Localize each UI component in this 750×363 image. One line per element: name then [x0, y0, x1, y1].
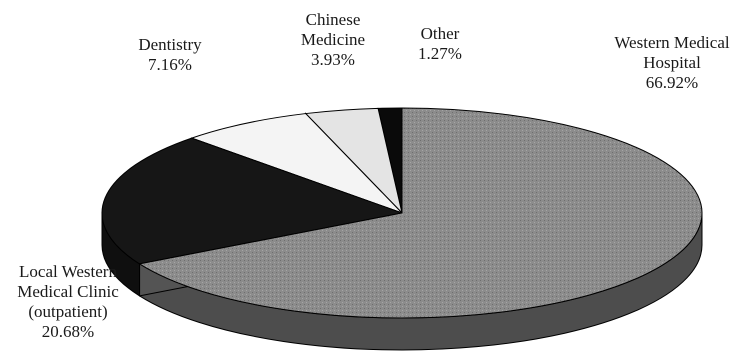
slice-label: Chinese Medicine 3.93%	[301, 10, 365, 69]
slice-category-label: (outpatient)	[28, 302, 107, 321]
slice-category-label: Hospital	[643, 53, 701, 72]
slice-label: Dentistry 7.16%	[138, 35, 202, 74]
pie-slices	[101, 107, 703, 351]
slice-category-label: Medicine	[301, 30, 365, 49]
slice-value-label: 7.16%	[148, 55, 192, 74]
slice-value-label: 1.27%	[418, 44, 462, 63]
slice-category-label: Medical Clinic	[17, 282, 119, 301]
pie-slice	[138, 107, 703, 351]
slice-label: Other 1.27%	[418, 24, 462, 63]
slice-value-label: 3.93%	[311, 50, 355, 69]
slice-value-label: 66.92%	[646, 73, 698, 92]
slice-value-label: 20.68%	[42, 322, 94, 341]
slice-category-label: Local Western	[19, 262, 117, 281]
slice-category-label: Dentistry	[138, 35, 202, 54]
slice-label: Local Western Medical Clinic (outpatient) 2…	[17, 262, 119, 341]
slice-category-label: Western Medical	[614, 33, 730, 52]
slice-label: Western Medical Hospital 66.92%	[614, 33, 730, 92]
slice-category-label: Other	[421, 24, 460, 43]
slice-category-label: Chinese	[306, 10, 361, 29]
slice-labels: Western Medical Hospital 66.92% Local Weste…	[17, 10, 730, 341]
